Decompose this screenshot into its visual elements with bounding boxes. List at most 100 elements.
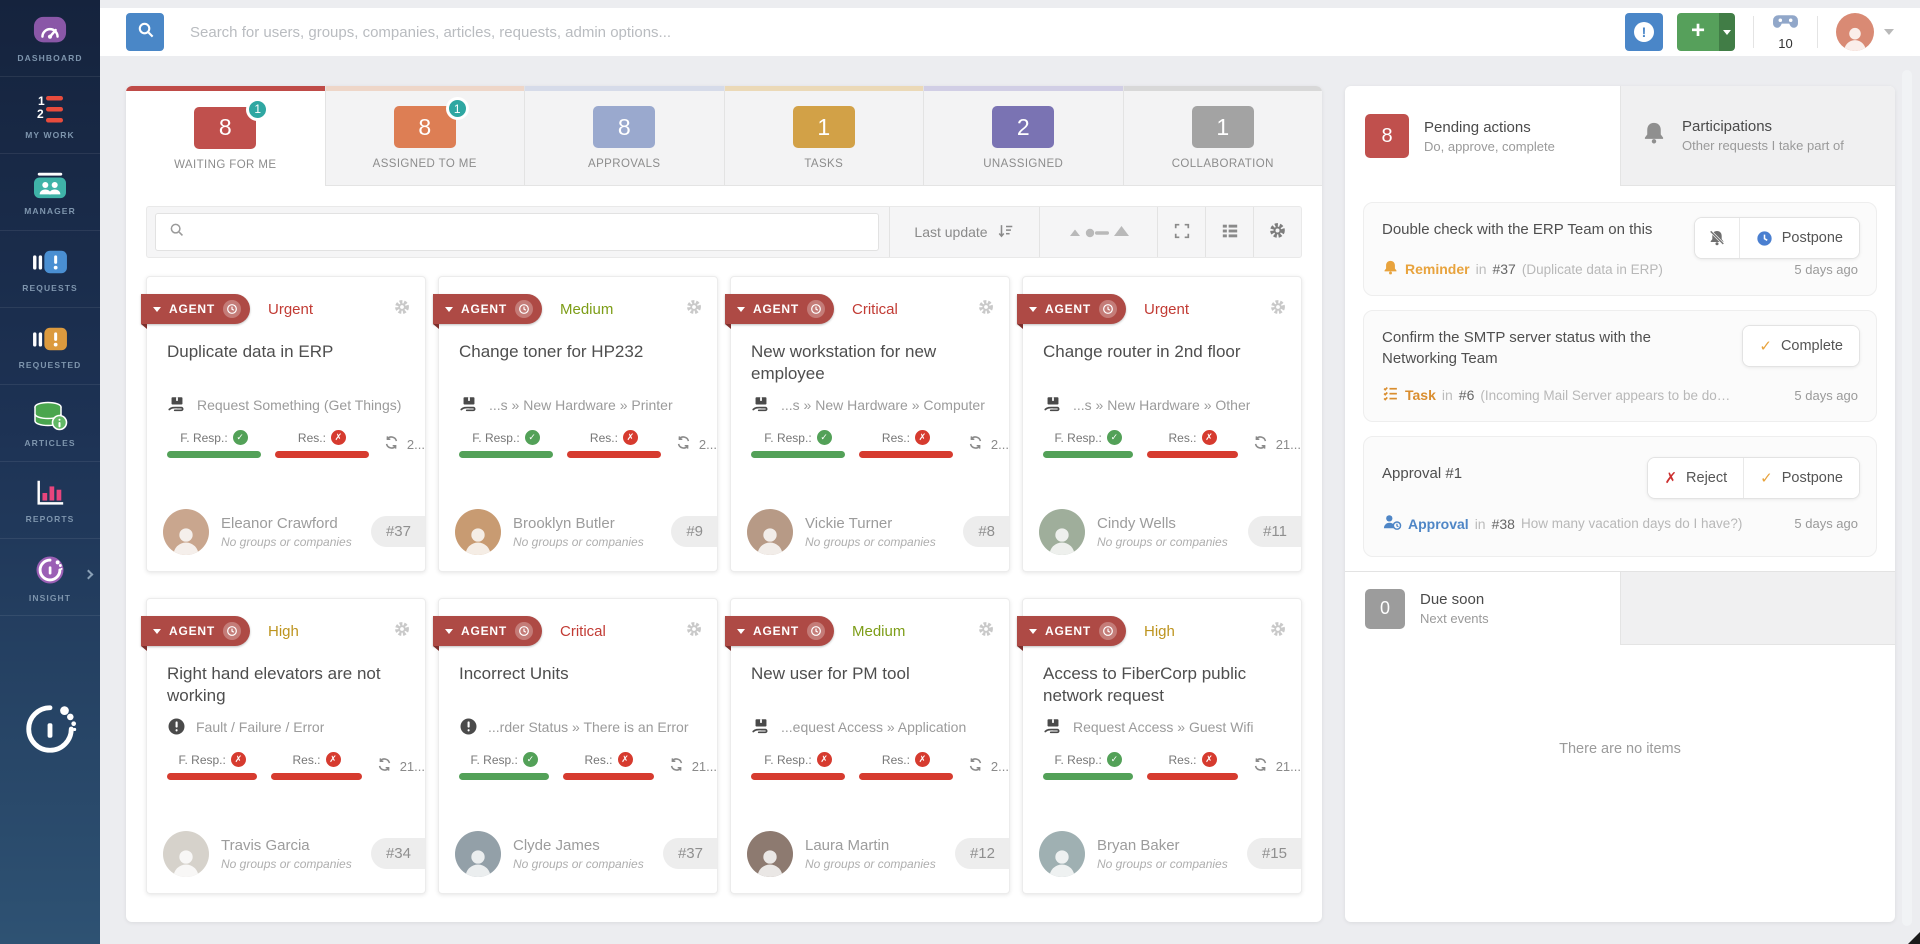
request-card[interactable]: AGENT Medium New user for PM tool ...equ… <box>725 598 1010 894</box>
counter-value: 21... <box>1275 436 1301 452</box>
complete-button[interactable]: ✓ Complete <box>1743 326 1859 366</box>
requester-name: Eleanor Crawford <box>221 515 338 532</box>
assignee-ribbon[interactable]: AGENT <box>1017 294 1126 329</box>
pending-action-item[interactable]: Double check with the ERP Team on this P… <box>1363 202 1877 296</box>
chevron-right-icon <box>83 569 94 580</box>
request-title[interactable]: New user for PM tool <box>751 664 910 683</box>
chevron-down-icon <box>737 628 745 634</box>
assignee-ribbon[interactable]: AGENT <box>141 616 250 651</box>
postpone-button[interactable]: ✓ Postpone <box>1743 458 1859 498</box>
pending-action-item[interactable]: Approval #1 ✗ Reject ✓ Postpone Approval… <box>1363 436 1877 557</box>
queue-tab[interactable]: 8 1 WAITING FOR ME <box>126 86 325 186</box>
resolution-status-icon <box>914 752 930 767</box>
request-title[interactable]: Right hand elevators are not working <box>167 664 381 705</box>
resolution-label: Res.: <box>881 430 910 445</box>
global-search-input[interactable] <box>190 23 1599 41</box>
assignee-ribbon[interactable]: AGENT <box>1017 616 1126 651</box>
sidebar-item-requests[interactable]: REQUESTS <box>0 231 100 308</box>
sidebar-item-manager[interactable]: MANAGER <box>0 154 100 231</box>
queue-tab[interactable]: 8 APPROVALS <box>524 86 724 186</box>
requester-row: Bryan Baker No groups or companies <box>1039 831 1301 877</box>
request-card[interactable]: AGENT Critical Incorrect Units ...rder S… <box>433 598 718 894</box>
search-icon <box>136 20 155 44</box>
queue-tab[interactable]: 1 TASKS <box>723 86 923 186</box>
gear-icon[interactable] <box>393 620 411 643</box>
gear-icon[interactable] <box>977 298 995 321</box>
resolution-status-icon <box>1201 430 1217 445</box>
list-settings-button[interactable] <box>1253 207 1301 257</box>
scrollbar[interactable] <box>1902 70 1912 926</box>
sidebar-item-articles[interactable]: ARTICLES <box>0 385 100 462</box>
fullscreen-button[interactable] <box>1157 207 1205 257</box>
request-title[interactable]: Incorrect Units <box>459 664 569 683</box>
requester-groups: No groups or companies <box>805 535 936 549</box>
tab-due-soon[interactable]: 0 Due soon Next events <box>1345 572 1620 645</box>
sidebar-item-dashboard[interactable]: DASHBOARD <box>0 0 100 77</box>
postpone-button[interactable]: Postpone <box>1738 218 1859 258</box>
queue-tab[interactable]: 8 1 ASSIGNED TO ME <box>324 86 524 186</box>
ticket-ref[interactable]: #37 <box>1492 261 1516 277</box>
queue-tab[interactable]: 2 UNASSIGNED <box>923 86 1123 186</box>
chevron-down-icon <box>153 628 161 634</box>
request-card[interactable]: AGENT Urgent Change router in 2nd floor … <box>1017 276 1302 572</box>
ribbon-label: AGENT <box>169 624 215 638</box>
resolution-label: Res.: <box>292 752 321 767</box>
gamification-score[interactable]: 10 <box>1772 13 1799 51</box>
sidebar-item-reports[interactable]: REPORTS <box>0 462 100 539</box>
gear-icon[interactable] <box>1269 620 1287 643</box>
assignee-ribbon[interactable]: AGENT <box>725 294 834 329</box>
assignee-ribbon[interactable]: AGENT <box>433 616 542 651</box>
resolution-status-icon <box>330 430 346 445</box>
list-view-button[interactable] <box>1205 207 1253 257</box>
assignee-ribbon[interactable]: AGENT <box>433 294 542 329</box>
gear-icon[interactable] <box>977 620 995 643</box>
sidebar-item-insight[interactable]: INSIGHT <box>0 539 100 616</box>
queue-tab[interactable]: 1 COLLABORATION <box>1122 86 1322 186</box>
request-title[interactable]: Change toner for HP232 <box>459 342 644 361</box>
request-card[interactable]: AGENT High Access to FiberCorp public ne… <box>1017 598 1302 894</box>
pending-action-item[interactable]: Confirm the SMTP server status with the … <box>1363 310 1877 422</box>
sort-amount-down-icon <box>997 222 1015 243</box>
gear-icon[interactable] <box>393 298 411 321</box>
create-new-button[interactable] <box>1677 13 1735 51</box>
tab-pending-actions[interactable]: 8 Pending actions Do, approve, complete <box>1345 86 1620 186</box>
chevron-down-icon <box>445 628 453 634</box>
request-title[interactable]: New workstation for new employee <box>751 342 937 383</box>
score-count: 10 <box>1778 36 1793 51</box>
ticket-id-badge: #37 <box>370 516 425 547</box>
sort-control[interactable]: Last update <box>889 207 1039 257</box>
gear-icon[interactable] <box>1269 298 1287 321</box>
plus-icon <box>1677 13 1719 51</box>
bell-icon <box>1641 120 1667 151</box>
list-search[interactable] <box>155 213 879 251</box>
request-title[interactable]: Change router in 2nd floor <box>1043 342 1241 361</box>
gear-icon[interactable] <box>685 620 703 643</box>
svg-text:1: 1 <box>38 94 45 108</box>
request-card[interactable]: AGENT Critical New workstation for new e… <box>725 276 1010 572</box>
user-menu[interactable] <box>1836 13 1894 51</box>
action-type: Approval <box>1408 515 1469 532</box>
sidebar-item-requested[interactable]: REQUESTED <box>0 308 100 385</box>
action-type: Task <box>1405 387 1436 403</box>
gear-icon[interactable] <box>685 298 703 321</box>
announcement-button[interactable] <box>1625 13 1663 51</box>
card-size-slider[interactable] <box>1039 207 1157 257</box>
tab-participations[interactable]: Participations Other requests I take par… <box>1620 86 1895 186</box>
sidebar-item-label: ARTICLES <box>24 437 76 448</box>
requester-groups: No groups or companies <box>513 535 644 549</box>
request-card[interactable]: AGENT Urgent Duplicate data in ERP Reque… <box>141 276 426 572</box>
reject-button[interactable]: ✗ Reject <box>1648 458 1744 498</box>
ticket-ref[interactable]: #38 <box>1491 515 1515 532</box>
search-button[interactable] <box>126 13 164 51</box>
request-card[interactable]: AGENT High Right hand elevators are not … <box>141 598 426 894</box>
mute-reminder-button[interactable] <box>1694 218 1739 258</box>
ticket-ref[interactable]: #6 <box>1458 387 1475 403</box>
requester-row: Vickie Turner No groups or companies <box>747 509 1009 555</box>
assignee-ribbon[interactable]: AGENT <box>141 294 250 329</box>
assignee-ribbon[interactable]: AGENT <box>725 616 834 651</box>
request-card[interactable]: AGENT Medium Change toner for HP232 ...s… <box>433 276 718 572</box>
request-title[interactable]: Duplicate data in ERP <box>167 342 334 361</box>
request-title[interactable]: Access to FiberCorp public network reque… <box>1043 664 1247 705</box>
list-search-input[interactable] <box>195 224 866 240</box>
